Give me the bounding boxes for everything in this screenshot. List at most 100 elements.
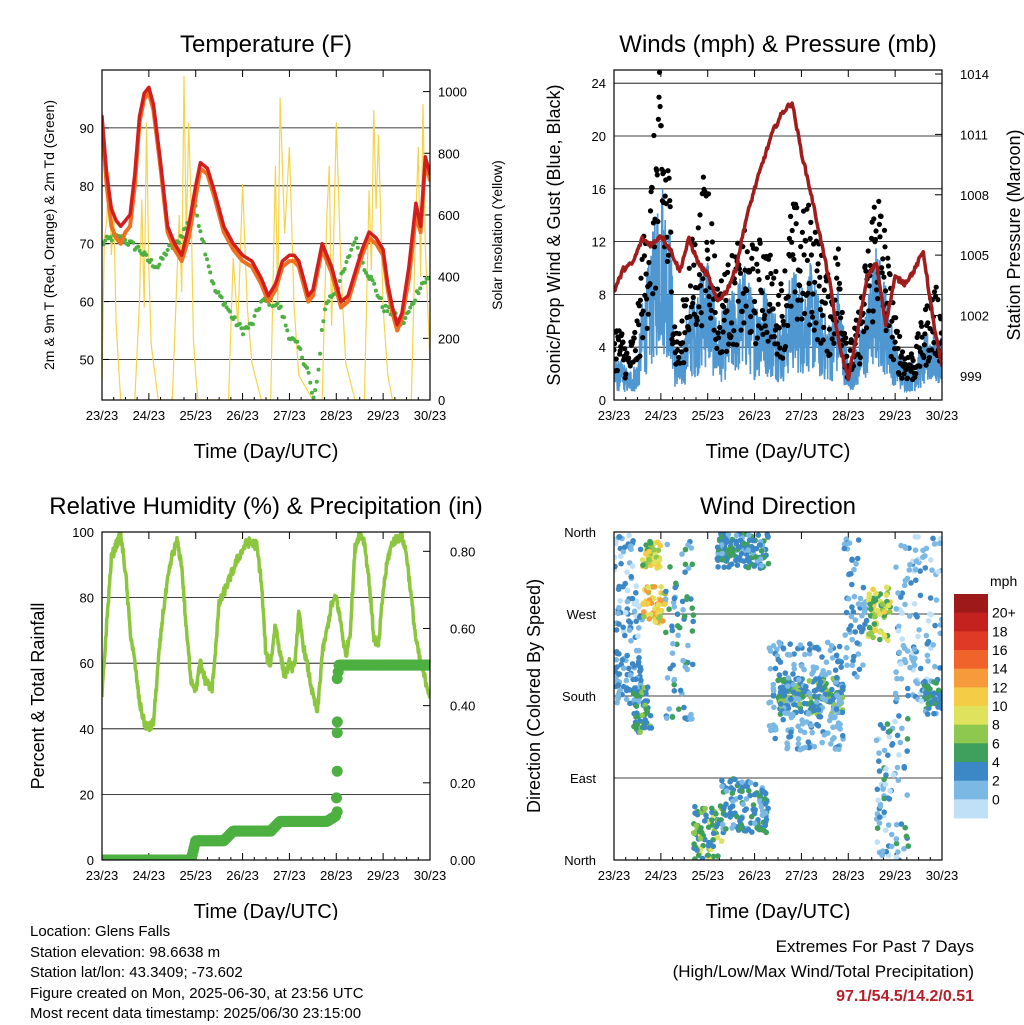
wind-gust-point <box>806 202 812 208</box>
direction-point <box>740 801 746 807</box>
direction-point <box>739 788 745 795</box>
wind-gust-point <box>791 256 797 263</box>
extremes-title: Extremes For Past 7 Days <box>775 937 974 956</box>
direction-point <box>646 556 652 563</box>
direction-point <box>663 629 669 636</box>
direction-point <box>651 546 657 553</box>
wind-gust-point <box>770 306 776 312</box>
wind-gust-point <box>706 293 712 300</box>
direction-point <box>741 558 747 564</box>
direction-point <box>750 537 756 544</box>
direction-point <box>723 788 730 794</box>
direction-point <box>795 741 802 747</box>
direction-point <box>690 618 696 625</box>
direction-chart-xtick-label: 29/23 <box>879 868 912 883</box>
wind-gust-point <box>687 283 694 289</box>
direction-point <box>669 627 676 634</box>
dewpoint-point <box>250 322 255 327</box>
wind-gust-point <box>814 268 820 274</box>
direction-chart-xtick-label: 27/23 <box>785 868 818 883</box>
direction-point <box>614 649 620 655</box>
wind-gust-point <box>779 313 785 319</box>
direction-point <box>615 682 622 688</box>
legend-swatch <box>954 650 988 670</box>
wind-gust-point <box>737 270 744 276</box>
wind-gust-point <box>646 259 652 266</box>
legend-swatch <box>954 799 988 819</box>
wind-gust-point <box>676 354 682 361</box>
direction-point <box>615 692 622 698</box>
wind-gust-point <box>655 218 661 225</box>
precip-jump-point <box>331 765 343 777</box>
temperature-ytick-label: 60 <box>80 295 94 310</box>
wind-gust-point <box>648 189 654 195</box>
wind-gust-point <box>834 275 840 281</box>
direction-point <box>832 714 838 720</box>
wind-gust-point <box>750 266 756 272</box>
temp-2m-line <box>102 85 430 327</box>
dewpoint-point <box>205 257 209 262</box>
direction-point <box>681 704 687 711</box>
wind-gust-point <box>703 288 709 294</box>
wind-gust-point <box>882 244 888 250</box>
direction-point <box>929 567 935 573</box>
wind-gust-point <box>682 303 689 309</box>
direction-point <box>765 533 771 540</box>
direction-point <box>846 626 852 633</box>
dewpoint-point <box>131 240 136 245</box>
station-latlon: Station lat/lon: 43.3409; -73.602 <box>30 964 243 981</box>
pressure-ytick-label: 1005 <box>960 248 989 263</box>
wind-gust-point <box>686 327 692 333</box>
direction-point <box>881 609 888 615</box>
direction-point <box>626 532 632 539</box>
direction-point <box>797 746 804 753</box>
direction-point <box>662 601 668 607</box>
solar-ytick-label: 800 <box>438 146 460 161</box>
wind-gust-point <box>901 371 907 377</box>
wind-gust-point <box>715 330 721 336</box>
wind-gust-point <box>789 227 795 234</box>
direction-point <box>806 690 812 697</box>
direction-point <box>635 633 641 639</box>
direction-point <box>901 582 908 589</box>
direction-point <box>634 722 640 728</box>
winds-ytick-label: 8 <box>599 287 606 302</box>
direction-point <box>826 669 832 676</box>
legend-swatch <box>954 743 988 763</box>
direction-point <box>733 532 740 539</box>
direction-point <box>633 647 640 654</box>
direction-point <box>904 736 911 742</box>
direction-point <box>881 776 887 783</box>
direction-point <box>887 788 893 794</box>
wind-gust-point <box>654 167 660 174</box>
direction-point <box>895 628 902 634</box>
direction-point <box>876 750 882 756</box>
direction-point <box>629 563 636 569</box>
direction-point <box>888 843 895 850</box>
wind-gust-point <box>899 349 906 355</box>
wind-gust-point <box>794 316 800 322</box>
direction-point <box>886 796 893 802</box>
direction-point <box>631 601 637 607</box>
direction-point <box>627 672 634 678</box>
wind-gust-point <box>817 274 823 280</box>
direction-point <box>813 676 819 682</box>
direction-point <box>728 561 735 567</box>
legend-label: 14 <box>992 661 1008 677</box>
direction-point <box>883 592 890 598</box>
pressure-ytick-label: 1011 <box>960 127 988 142</box>
direction-point <box>904 575 911 582</box>
temperature-chart-xtick-label: 28/23 <box>320 408 353 423</box>
humidity-chart-xtick-label: 30/23 <box>414 868 447 883</box>
legend-label: 18 <box>992 623 1008 639</box>
wind-gust-point <box>694 317 700 323</box>
direction-point <box>633 693 640 699</box>
direction-point <box>851 566 857 573</box>
wind-gust-point <box>817 306 824 313</box>
wind-gust-point <box>743 303 749 309</box>
direction-point <box>885 752 891 758</box>
wind-gust-point <box>778 281 784 287</box>
direction-point <box>758 562 765 569</box>
wind-gust-point <box>904 375 911 381</box>
direction-point <box>662 596 669 602</box>
